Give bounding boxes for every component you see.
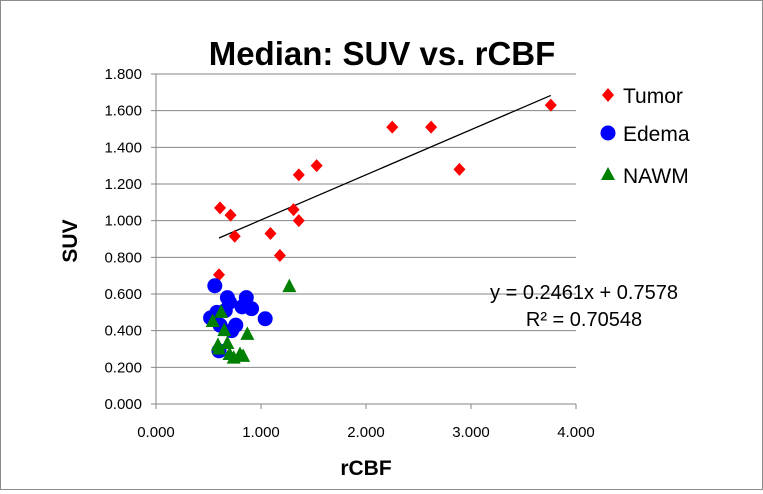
y-tick-label: 0.600 (104, 286, 142, 303)
point-nawm (214, 304, 229, 318)
point-tumor (214, 201, 227, 215)
x-tick-label: 3.000 (452, 424, 490, 441)
point-nawm (212, 341, 226, 355)
point-tumor (264, 227, 277, 240)
point-tumor (228, 229, 241, 243)
y-tick-label: 0.400 (104, 323, 142, 340)
point-tumor (310, 159, 323, 173)
legend-marker-tumor (602, 88, 614, 102)
x-tick-labels: 0.000 1.000 2.000 3.000 4.000 (137, 424, 595, 441)
x-tick-label: 0.000 (137, 424, 175, 441)
point-tumor (213, 268, 225, 282)
point-tumor (544, 98, 557, 112)
point-tumor (386, 120, 399, 134)
point-nawm (217, 322, 232, 337)
y-tick-label: 0.200 (104, 359, 142, 376)
point-edema (228, 317, 244, 333)
point-nawm (205, 313, 220, 327)
y-tick-label: 1.000 (104, 213, 142, 230)
y-tick-label: 1.800 (104, 66, 142, 83)
x-tick-label: 2.000 (347, 424, 385, 441)
y-tick-label: 0.000 (104, 396, 142, 413)
point-edema (207, 278, 223, 294)
point-tumor (453, 162, 466, 176)
y-tick-labels: 0.000 0.200 0.400 0.600 0.800 1.000 1.200 1.400… (104, 66, 142, 413)
trendline-r2: R² = 0.70548 (526, 309, 642, 331)
point-nawm (220, 335, 235, 349)
point-nawm (282, 278, 297, 293)
data-points (203, 98, 557, 364)
point-tumor (292, 168, 305, 182)
trendline (218, 94, 552, 239)
point-nawm (240, 326, 255, 340)
legend-label-tumor: Tumor (623, 85, 683, 108)
y-tick-label: 1.400 (104, 139, 142, 156)
x-axis-label: rCBF (340, 457, 392, 480)
legend-marker-nawm (601, 167, 615, 180)
y-tick-label: 0.800 (104, 249, 142, 266)
point-nawm (236, 348, 251, 362)
legend-label-nawm: NAWM (623, 165, 689, 188)
point-edema (222, 294, 237, 310)
point-tumor (224, 208, 237, 222)
y-tick-label: 1.200 (104, 176, 142, 193)
trendline-equation: y = 0.2461x + 0.7578 (490, 282, 678, 304)
point-edema (244, 301, 260, 317)
x-tick-label: 4.000 (557, 424, 595, 441)
point-tumor (425, 120, 438, 134)
point-edema (257, 311, 273, 327)
legend-item-edema: Edema (600, 123, 690, 146)
legend-item-tumor: Tumor (602, 85, 683, 108)
chart-title: Median: SUV vs. rCBF (209, 35, 556, 72)
point-tumor (273, 249, 286, 262)
point-tumor (287, 203, 300, 217)
y-axis-label: SUV (59, 219, 82, 262)
legend-item-nawm: NAWM (601, 165, 689, 188)
trendline-group (218, 94, 552, 239)
legend: Tumor Edema NAWM (600, 85, 690, 188)
point-tumor (292, 214, 305, 228)
x-tick-label: 1.000 (242, 424, 280, 441)
axes (151, 73, 577, 409)
y-tick-label: 1.600 (104, 103, 142, 120)
legend-marker-edema (600, 125, 616, 141)
legend-label-edema: Edema (623, 123, 690, 146)
